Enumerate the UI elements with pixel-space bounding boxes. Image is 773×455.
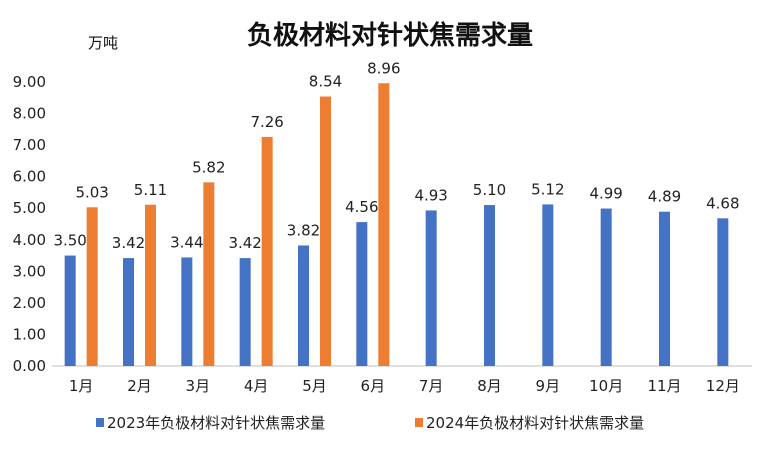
y-tick-label: 0.00 xyxy=(13,357,46,375)
bar-2023 xyxy=(484,205,495,366)
bar-2023 xyxy=(425,210,437,366)
data-label-2023: 3.82 xyxy=(287,221,320,239)
y-axis: 0.00 1.00 2.00 3.00 4.00 5.00 6.00 7.00 8.00 9.00 xyxy=(13,73,752,375)
bar-2024 xyxy=(86,207,98,366)
legend-label-2024: 2024年负极材料对针状焦需求量 xyxy=(426,414,644,432)
legend: 2023年负极材料对针状焦需求量 2024年负极材料对针状焦需求量 xyxy=(96,414,644,432)
x-tick-label: 12月 xyxy=(706,377,740,395)
data-label-2024: 5.11 xyxy=(134,181,167,199)
legend-swatch-2024 xyxy=(415,418,423,427)
x-tick-label: 3月 xyxy=(186,377,211,395)
bar-2023 xyxy=(717,218,729,366)
bar-2023 xyxy=(181,257,193,366)
legend-label-2023: 2023年负极材料对针状焦需求量 xyxy=(107,414,325,432)
x-tick-label: 1月 xyxy=(69,377,94,395)
x-tick-label: 10月 xyxy=(589,377,623,395)
data-label-2023: 4.56 xyxy=(345,198,378,216)
bar-2023 xyxy=(356,222,368,366)
bar-2023 xyxy=(239,258,251,366)
x-tick-label: 9月 xyxy=(536,377,561,395)
bar-2024 xyxy=(261,136,273,366)
data-label-2023: 3.50 xyxy=(53,232,86,250)
x-tick-label: 7月 xyxy=(419,377,444,395)
y-tick-label: 1.00 xyxy=(13,325,46,343)
chart-title: 负极材料对针状焦需求量 xyxy=(247,20,533,51)
bar-2023 xyxy=(600,208,612,366)
y-tick-label: 3.00 xyxy=(13,262,46,280)
x-tick-label: 6月 xyxy=(361,377,386,395)
y-tick-label: 6.00 xyxy=(13,168,46,186)
data-label-2024: 5.03 xyxy=(75,183,108,201)
x-tick-label: 11月 xyxy=(647,377,681,395)
bar-2023 xyxy=(542,204,554,366)
data-label-2023: 3.42 xyxy=(228,234,261,252)
x-tick-label: 2月 xyxy=(127,377,152,395)
bar-2023 xyxy=(659,211,670,366)
bars-group: 3.50 5.03 3.42 5.11 3.44 5.82 3.42 7.26 3.82 8.54… xyxy=(53,59,740,367)
data-label-2024: 8.96 xyxy=(367,59,400,77)
bar-2023 xyxy=(64,255,76,366)
data-label-2023: 4.89 xyxy=(648,188,681,206)
y-tick-label: 5.00 xyxy=(13,199,46,217)
data-label-2023: 5.12 xyxy=(531,180,564,198)
bar-2024 xyxy=(145,204,156,366)
y-tick-label: 7.00 xyxy=(13,136,46,154)
x-tick-label: 8月 xyxy=(477,377,502,395)
unit-label: 万吨 xyxy=(88,34,118,52)
data-label-2023: 4.68 xyxy=(706,194,739,212)
bar-2024 xyxy=(320,96,331,366)
x-tick-label: 4月 xyxy=(244,377,269,395)
x-axis: 1月 2月 3月 4月 5月 6月 7月 8月 9月 10月 11月 12月 xyxy=(69,377,740,395)
data-label-2023: 4.99 xyxy=(589,185,622,203)
bar-2024 xyxy=(203,182,215,366)
data-label-2024: 8.54 xyxy=(309,73,342,91)
bar-2023 xyxy=(123,258,134,366)
data-label-2023: 3.42 xyxy=(112,234,145,252)
data-label-2024: 7.26 xyxy=(250,113,283,131)
legend-swatch-2023 xyxy=(96,418,104,427)
y-tick-label: 8.00 xyxy=(13,105,46,123)
data-label-2023: 3.44 xyxy=(170,233,203,251)
y-tick-label: 2.00 xyxy=(13,294,46,312)
x-tick-label: 5月 xyxy=(302,377,327,395)
y-tick-label: 4.00 xyxy=(13,231,46,249)
y-tick-label: 9.00 xyxy=(13,73,46,91)
data-label-2024: 5.82 xyxy=(192,158,225,176)
data-label-2023: 5.10 xyxy=(473,181,506,199)
bar-2024 xyxy=(378,83,390,367)
data-label-2023: 4.93 xyxy=(414,186,447,204)
bar-2023 xyxy=(298,245,309,366)
